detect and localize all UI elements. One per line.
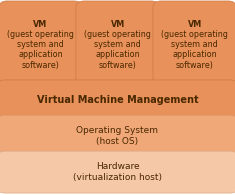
FancyBboxPatch shape	[153, 1, 235, 89]
Text: application: application	[18, 51, 63, 59]
Text: system and: system and	[17, 40, 64, 49]
Text: (guest operating: (guest operating	[7, 30, 74, 39]
Text: VM: VM	[188, 20, 202, 29]
Text: software): software)	[99, 61, 137, 70]
Text: Virtual Machine Management: Virtual Machine Management	[37, 95, 198, 105]
Text: (guest operating: (guest operating	[84, 30, 151, 39]
Text: software): software)	[176, 61, 214, 70]
Text: (host OS): (host OS)	[96, 137, 139, 146]
Text: application: application	[95, 51, 140, 59]
Text: VM: VM	[110, 20, 125, 29]
Text: Hardware: Hardware	[96, 162, 139, 171]
Text: system and: system and	[171, 40, 218, 49]
Text: (guest operating: (guest operating	[161, 30, 228, 39]
Text: system and: system and	[94, 40, 141, 49]
FancyBboxPatch shape	[0, 80, 235, 120]
Text: Operating System: Operating System	[77, 126, 158, 135]
Text: software): software)	[22, 61, 59, 70]
Text: application: application	[172, 51, 217, 59]
Text: VM: VM	[33, 20, 48, 29]
Text: (virtualization host): (virtualization host)	[73, 173, 162, 182]
FancyBboxPatch shape	[0, 151, 235, 193]
FancyBboxPatch shape	[76, 1, 159, 89]
FancyBboxPatch shape	[0, 1, 82, 89]
FancyBboxPatch shape	[0, 115, 235, 157]
